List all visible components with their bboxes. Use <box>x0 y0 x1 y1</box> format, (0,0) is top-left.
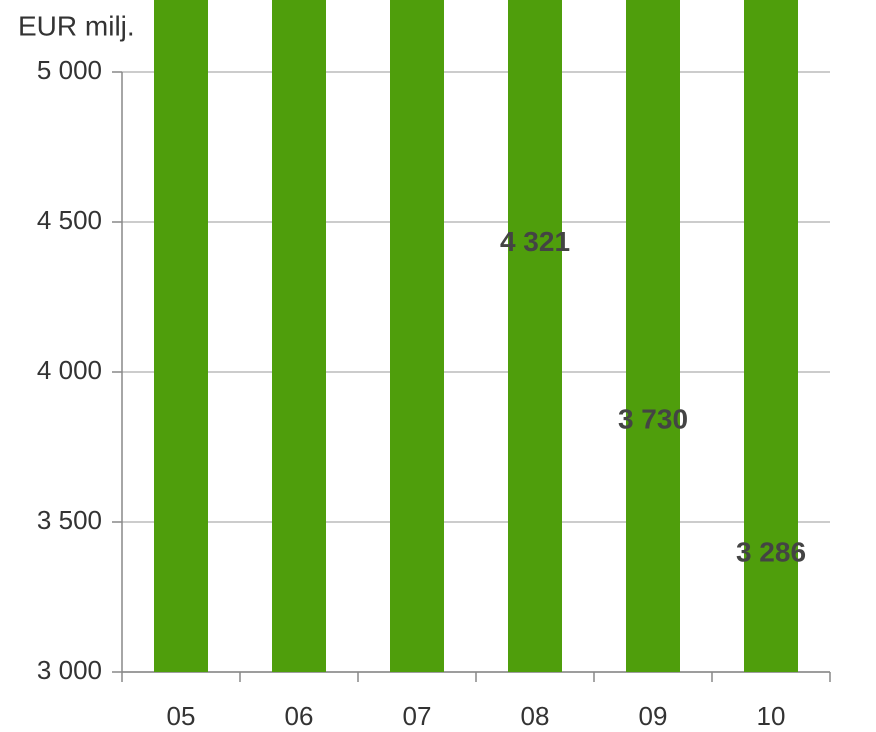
total-label: 3 730 <box>618 403 688 434</box>
x-tick-label: 08 <box>521 701 550 731</box>
total-label: 3 286 <box>736 537 806 568</box>
y-tick-label: 5 000 <box>37 55 102 85</box>
y-tick-label: 3 500 <box>37 505 102 535</box>
y-tick-label: 3 000 <box>37 655 102 685</box>
y-tick-label: 4 000 <box>37 355 102 385</box>
x-tick-label: 09 <box>639 701 668 731</box>
total-label: 4 321 <box>500 226 570 257</box>
bar <box>154 0 208 672</box>
bar <box>390 0 444 672</box>
bar <box>508 0 562 673</box>
bar <box>272 0 326 672</box>
bar <box>744 0 798 672</box>
y-tick-label: 4 500 <box>37 205 102 235</box>
x-tick-label: 05 <box>167 701 196 731</box>
x-tick-label: 10 <box>757 701 786 731</box>
y-axis-title: EUR milj. <box>18 10 135 41</box>
x-tick-label: 06 <box>285 701 314 731</box>
bar <box>626 0 680 672</box>
x-tick-label: 07 <box>403 701 432 731</box>
